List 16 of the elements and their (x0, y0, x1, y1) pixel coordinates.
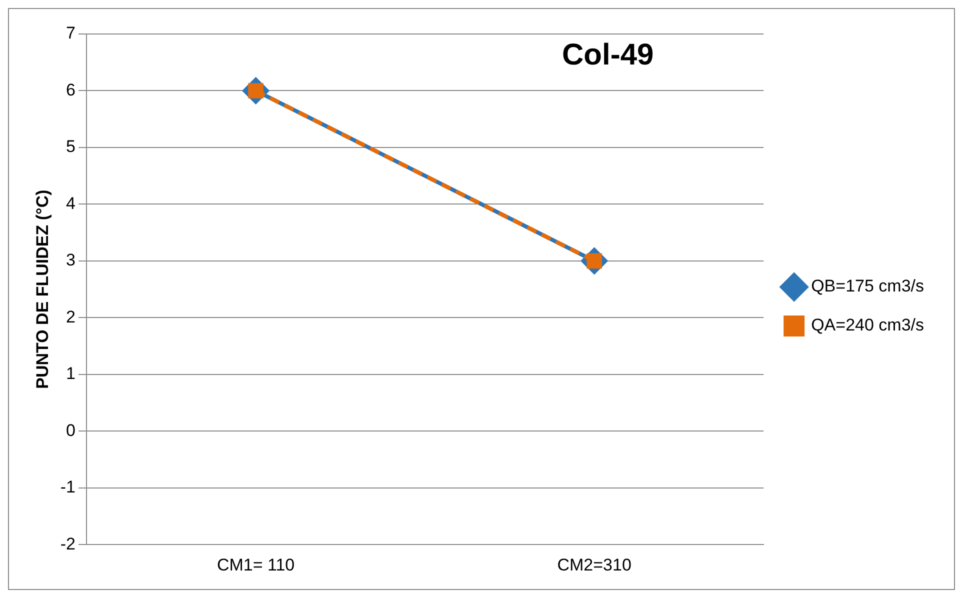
x-tick-label: CM1= 110 (216, 555, 295, 574)
y-tick-label: 1 (66, 364, 76, 384)
legend-label: QA=240 cm3/s (811, 316, 924, 335)
x-tick-label: CM2=310 (557, 555, 632, 574)
y-tick-label: 2 (66, 307, 76, 326)
y-tick-label: -1 (60, 478, 76, 497)
y-tick-label: -2 (60, 534, 76, 554)
y-axis-title: PUNTO DE FLUIDEZ (°C) (32, 190, 52, 389)
y-tick-label: 6 (66, 80, 76, 100)
chart-title: Col-49 (562, 38, 654, 72)
legend-label: QB=175 cm3/s (811, 276, 924, 296)
y-tick-label: 5 (66, 137, 76, 156)
y-tick-label: 3 (66, 250, 76, 270)
y-tick-label: 0 (66, 420, 76, 440)
y-tick-label: 7 (66, 24, 76, 43)
y-tick-label: 4 (66, 194, 76, 213)
